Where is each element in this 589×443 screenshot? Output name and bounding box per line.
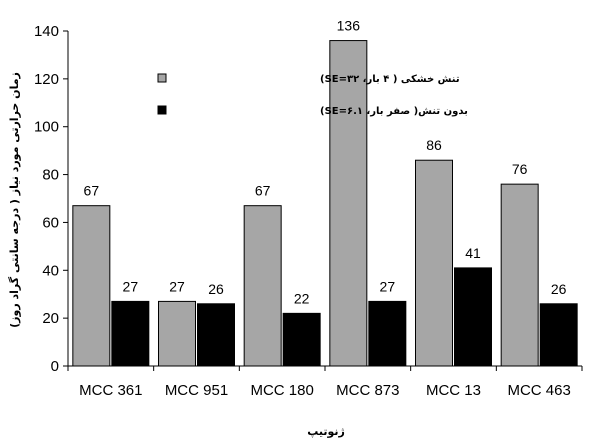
data-label: 27 [169,278,185,294]
y-tick-label: 20 [42,310,59,327]
data-label: 22 [294,290,310,306]
data-label: 26 [551,281,567,297]
bar-no-stress [368,300,407,367]
y-axis-title: زمان حرارتی مورد نیاز ( درجه سانتی گراد … [8,72,21,328]
data-label: 27 [123,278,139,294]
bar-drought-stress [72,205,111,367]
bar-no-stress [197,303,235,367]
bars [72,40,578,367]
x-tick-label: MCC 463 [507,382,570,399]
bar-drought-stress [415,159,453,367]
x-ticks: MCC 361 MCC 951 MCC 180 MCC 873 MCC 13 MCC 46… [67,366,583,399]
x-tick-label: MCC 361 [79,382,142,399]
legend: تنش خشکی ( ۴ بار، SE=۳۲) بدون تنش( صفر با… [157,73,468,117]
y-axis-title-group: زمان حرارتی مورد نیاز ( درجه سانتی گراد … [8,72,21,328]
data-label: 26 [208,281,224,297]
x-tick-label: MCC 180 [250,382,313,399]
bar-no-stress [282,312,321,367]
bar-no-stress [454,267,492,367]
legend-label: بدون تنش( صفر بار، SE=۶.۱) [320,106,468,117]
data-label: 67 [255,183,271,199]
x-tick-label: MCC 873 [336,382,399,399]
data-label: 27 [380,278,396,294]
y-tick-label: 100 [34,119,59,136]
legend-swatch [157,73,167,83]
bar-no-stress [111,300,150,367]
data-label: 86 [426,137,442,153]
y-tick-label: 60 [42,214,59,231]
y-tick-label: 120 [34,71,59,88]
y-tick-label: 40 [42,262,59,279]
legend-swatch [157,105,167,115]
y-tick-label: 140 [34,23,59,40]
data-label: 76 [512,161,528,177]
data-label: 67 [84,183,100,199]
data-label: 41 [465,245,481,261]
data-labels: 67 27 27 26 67 22 136 27 86 41 76 26 [84,18,567,307]
legend-label: تنش خشکی ( ۴ بار، SE=۳۲) [320,74,460,85]
bar-drought-stress [243,205,282,367]
bar-drought-stress [500,183,539,367]
data-label: 136 [337,18,361,34]
x-axis-title: ژنوتیپ [307,425,345,438]
bar-no-stress [539,303,578,367]
y-ticks: 0 20 40 60 80 100 120 140 [34,23,68,375]
x-tick-label: MCC 951 [165,382,228,399]
bar-drought-stress [329,40,368,367]
x-tick-label: MCC 13 [426,382,481,399]
bar-drought-stress [158,300,196,367]
y-tick-label: 80 [42,167,59,184]
y-tick-label: 0 [51,358,59,375]
